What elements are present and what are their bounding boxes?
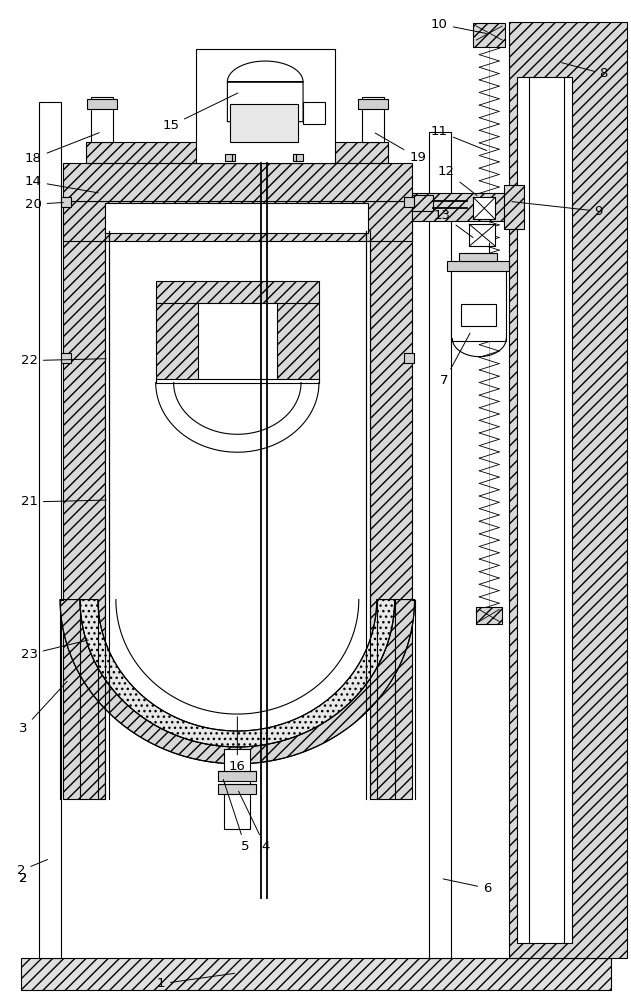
Text: 5: 5: [223, 779, 249, 853]
Text: 14: 14: [25, 175, 98, 193]
Bar: [218, 784, 256, 794]
Text: 1: 1: [156, 973, 235, 990]
Text: 2: 2: [19, 872, 28, 885]
Polygon shape: [80, 600, 394, 747]
Bar: [156, 301, 198, 381]
Bar: [411, 195, 433, 211]
Text: 8: 8: [562, 63, 608, 80]
Text: 7: 7: [440, 333, 470, 387]
Text: 9: 9: [512, 202, 603, 218]
Bar: [504, 185, 524, 229]
Bar: [362, 97, 384, 142]
Text: 19: 19: [375, 133, 426, 164]
Bar: [476, 607, 502, 624]
Bar: [218, 771, 256, 781]
Bar: [509, 22, 627, 958]
Polygon shape: [60, 600, 415, 764]
Bar: [196, 49, 335, 163]
Text: 23: 23: [21, 640, 88, 661]
Bar: [473, 23, 505, 47]
Polygon shape: [227, 61, 303, 122]
Bar: [451, 266, 506, 341]
Bar: [277, 301, 319, 381]
Bar: [156, 379, 319, 383]
Bar: [230, 104, 298, 142]
Text: 6: 6: [443, 879, 492, 895]
Bar: [21, 958, 611, 990]
Bar: [91, 97, 113, 142]
Bar: [461, 304, 496, 326]
Bar: [404, 353, 413, 363]
Bar: [370, 211, 411, 799]
Text: 10: 10: [431, 18, 487, 34]
Text: 18: 18: [25, 133, 99, 165]
Text: 12: 12: [438, 165, 477, 196]
Text: 2: 2: [17, 859, 47, 877]
Text: 4: 4: [239, 791, 269, 853]
Text: 11: 11: [431, 125, 487, 151]
Bar: [63, 163, 411, 201]
Bar: [293, 154, 303, 161]
Bar: [105, 203, 368, 233]
Bar: [61, 353, 71, 363]
Bar: [61, 197, 71, 207]
Bar: [86, 142, 387, 163]
Bar: [430, 132, 451, 958]
Bar: [411, 193, 511, 221]
Text: 15: 15: [162, 93, 238, 132]
Bar: [517, 77, 572, 943]
Text: 20: 20: [25, 198, 63, 211]
Text: 13: 13: [434, 209, 473, 238]
Bar: [63, 201, 411, 241]
Bar: [358, 99, 387, 109]
Bar: [225, 154, 235, 161]
Text: 16: 16: [229, 717, 246, 773]
Text: 3: 3: [19, 681, 68, 735]
Text: 22: 22: [21, 354, 106, 367]
Bar: [447, 261, 509, 271]
Text: 21: 21: [21, 495, 106, 508]
Bar: [473, 197, 495, 219]
Bar: [469, 224, 495, 246]
Bar: [156, 281, 319, 303]
Text: 2: 2: [19, 872, 28, 885]
Bar: [87, 99, 117, 109]
Bar: [39, 102, 61, 958]
Bar: [303, 102, 325, 124]
Bar: [459, 253, 497, 261]
Bar: [404, 197, 413, 207]
Bar: [63, 211, 105, 799]
Bar: [225, 749, 251, 829]
